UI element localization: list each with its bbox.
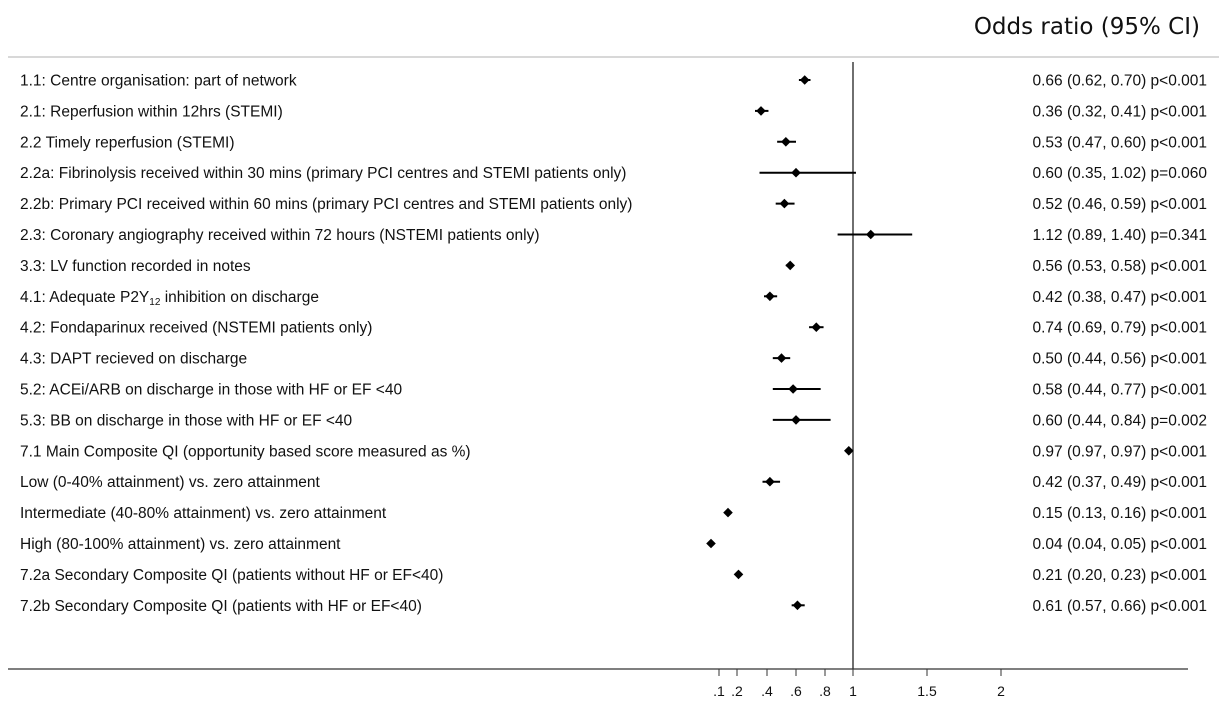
point-estimate (765, 291, 775, 302)
row-or-text: 0.74 (0.69, 0.79) p<0.001 (1032, 320, 1207, 337)
row-label: Intermediate (40-80% attainment) vs. zer… (20, 505, 387, 522)
row-or-text: 0.42 (0.37, 0.49) p<0.001 (1032, 474, 1207, 491)
row-or-text: 0.56 (0.53, 0.58) p<0.001 (1032, 258, 1207, 275)
forest-row: 4.3: DAPT recieved on discharge 0.50 (0.4… (20, 351, 1207, 368)
row-or-text: 0.58 (0.44, 0.77) p<0.001 (1032, 382, 1207, 399)
forest-row: Low (0-40% attainment) vs. zero attainme… (20, 474, 1207, 491)
point-estimate (781, 137, 791, 147)
forest-row: 7.1 Main Composite QI (opportunity based… (20, 443, 1207, 460)
forest-row: 4.2: Fondaparinux received (NSTEMI patie… (20, 320, 1207, 337)
x-tick-label: .1 (713, 683, 725, 699)
row-or-text: 0.50 (0.44, 0.56) p<0.001 (1032, 351, 1207, 368)
forest-row: 1.1: Centre organisation: part of networ… (20, 73, 1207, 90)
point-estimate (865, 229, 876, 240)
point-estimate (792, 600, 803, 611)
point-estimate (785, 260, 795, 271)
row-or-text: 0.60 (0.35, 1.02) p=0.060 (1032, 165, 1207, 182)
row-label: 2.2a: Fibrinolysis received within 30 mi… (20, 165, 626, 182)
row-label: 2.2 Timely reperfusion (STEMI) (20, 134, 234, 151)
row-label: 3.3: LV function recorded in notes (20, 258, 251, 275)
forest-row: 4.1: Adequate P2Y12 inhibition on discha… (20, 289, 1207, 308)
row-or-text: 0.21 (0.20, 0.23) p<0.001 (1032, 567, 1207, 584)
row-or-text: 0.04 (0.04, 0.05) p<0.001 (1032, 536, 1207, 553)
point-estimate (791, 415, 801, 425)
row-label: 7.1 Main Composite QI (opportunity based… (20, 443, 471, 460)
point-estimate (706, 538, 716, 549)
forest-row: 5.3: BB on discharge in those with HF or… (20, 412, 1207, 429)
row-or-text: 0.66 (0.62, 0.70) p<0.001 (1032, 73, 1207, 90)
forest-row: 2.2a: Fibrinolysis received within 30 mi… (20, 165, 1207, 182)
row-label: 5.3: BB on discharge in those with HF or… (20, 412, 353, 429)
row-label: 4.3: DAPT recieved on discharge (20, 351, 247, 368)
point-estimate (799, 75, 810, 85)
x-tick-label: 1 (849, 683, 857, 699)
row-label: 5.2: ACEi/ARB on discharge in those with… (20, 382, 402, 399)
row-label: 4.2: Fondaparinux received (NSTEMI patie… (20, 320, 372, 337)
x-tick-label: 2 (997, 683, 1005, 699)
point-estimate (723, 507, 733, 518)
row-or-text: 0.15 (0.13, 0.16) p<0.001 (1032, 505, 1207, 522)
point-estimate (791, 167, 801, 178)
forest-row: Intermediate (40-80% attainment) vs. zer… (20, 505, 1207, 522)
point-estimate (811, 322, 822, 332)
forest-row: 2.2 Timely reperfusion (STEMI) 0.53 (0.47… (20, 134, 1207, 151)
rows-group: 1.1: Centre organisation: part of networ… (20, 73, 1207, 615)
x-tick-label: .8 (819, 683, 831, 699)
point-estimate (756, 106, 766, 116)
row-label: 2.1: Reperfusion within 12hrs (STEMI) (20, 103, 283, 120)
point-estimate (788, 384, 798, 394)
row-label: 4.1: Adequate P2Y12 inhibition on discha… (20, 289, 319, 308)
row-label: 2.2b: Primary PCI received within 60 min… (20, 196, 632, 213)
row-label: Low (0-40% attainment) vs. zero attainme… (20, 474, 320, 491)
forest-row: 2.2b: Primary PCI received within 60 min… (20, 196, 1207, 213)
row-label: 2.3: Coronary angiography received withi… (20, 227, 540, 244)
row-or-text: 0.97 (0.97, 0.97) p<0.001 (1032, 443, 1207, 460)
row-or-text: 0.42 (0.38, 0.47) p<0.001 (1032, 289, 1207, 306)
point-estimate (779, 198, 790, 209)
row-or-text: 0.52 (0.46, 0.59) p<0.001 (1032, 196, 1207, 213)
x-tick-label: .2 (731, 683, 743, 699)
row-label: 7.2b Secondary Composite QI (patients wi… (20, 598, 422, 615)
forest-row: 3.3: LV function recorded in notes 0.56 (… (20, 258, 1207, 275)
forest-row: 2.1: Reperfusion within 12hrs (STEMI) 0.3… (20, 103, 1207, 120)
forest-row: 5.2: ACEi/ARB on discharge in those with… (20, 382, 1207, 399)
row-or-text: 0.61 (0.57, 0.66) p<0.001 (1032, 598, 1207, 615)
column-header: Odds ratio (95% CI) (973, 14, 1200, 40)
forest-row: High (80-100% attainment) vs. zero attai… (20, 536, 1207, 553)
row-or-text: 0.36 (0.32, 0.41) p<0.001 (1032, 103, 1207, 120)
row-label: 1.1: Centre organisation: part of networ… (20, 73, 297, 90)
row-label: 7.2a Secondary Composite QI (patients wi… (20, 567, 443, 584)
x-ticks-group: .1 .2 .4 .6 .8 1 1.5 2 (713, 669, 1005, 699)
point-estimate (765, 476, 775, 487)
point-estimate (733, 569, 744, 580)
point-estimate (776, 353, 787, 363)
row-or-text: 1.12 (0.89, 1.40) p=0.341 (1032, 227, 1207, 244)
forest-row: 7.2a Secondary Composite QI (patients wi… (20, 567, 1207, 584)
row-label: High (80-100% attainment) vs. zero attai… (20, 536, 341, 553)
x-tick-label: 1.5 (917, 683, 937, 699)
row-or-text: 0.53 (0.47, 0.60) p<0.001 (1032, 134, 1207, 151)
x-tick-label: .4 (761, 683, 773, 699)
row-or-text: 0.60 (0.44, 0.84) p=0.002 (1032, 412, 1207, 429)
forest-row: 2.3: Coronary angiography received withi… (20, 227, 1207, 244)
x-tick-label: .6 (790, 683, 802, 699)
forest-row: 7.2b Secondary Composite QI (patients wi… (20, 598, 1207, 615)
point-estimate (844, 446, 854, 456)
